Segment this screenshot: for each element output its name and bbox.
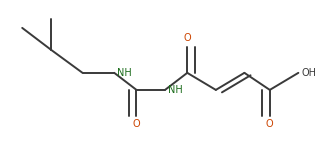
- Text: O: O: [183, 33, 191, 43]
- Text: NH: NH: [168, 85, 183, 95]
- Text: O: O: [266, 119, 274, 129]
- Text: NH: NH: [117, 68, 132, 78]
- Text: OH: OH: [301, 68, 316, 78]
- Text: O: O: [133, 119, 140, 129]
